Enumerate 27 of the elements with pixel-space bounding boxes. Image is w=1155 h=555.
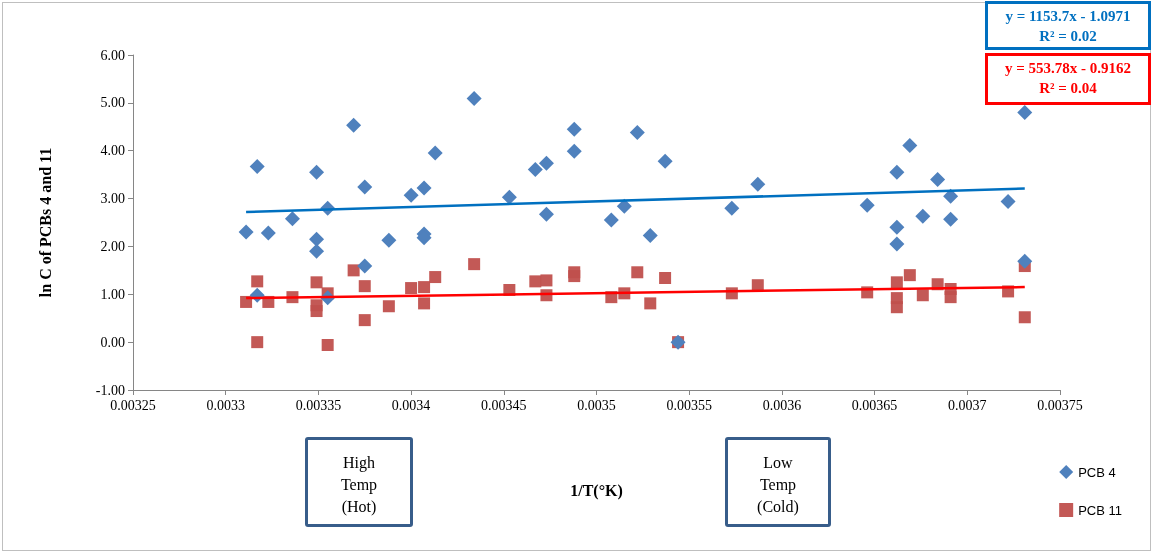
x-tick-label: 0.00365 [851, 397, 898, 413]
y-tick-label: 2.00 [100, 238, 125, 254]
y-tick-label: 6.00 [100, 47, 125, 63]
x-axis-title: 1/T(°K) [570, 481, 623, 500]
y-tick-label: 4.00 [100, 143, 125, 159]
legend-label: PCB 4 [1078, 464, 1116, 480]
x-tick-label: 0.00345 [481, 397, 527, 413]
x-tick-label: 0.00355 [666, 397, 712, 413]
text: Low Temp (Cold) [725, 437, 831, 527]
x-tick-label: 0.0033 [206, 397, 245, 413]
legend-label: PCB 11 [1078, 502, 1123, 518]
y-tick-label: 0.00 [100, 334, 125, 350]
x-tick-label: 0.0037 [948, 397, 987, 413]
x-tick-label: 0.0035 [577, 397, 616, 413]
annotation: y = 553.78x - 0.9162 R² = 0.04 [985, 53, 1151, 105]
text: y = 1153.7x - 1.0971 R² = 0.02 [985, 1, 1151, 50]
y-tick-label: -1.00 [95, 382, 125, 398]
y-tick-label: 1.00 [100, 286, 125, 302]
x-tick-label: 0.00335 [295, 397, 342, 413]
y-tick-label: 5.00 [100, 95, 125, 111]
x-tick-label: 0.00325 [110, 397, 156, 413]
y-tick-label: 3.00 [100, 191, 125, 207]
x-tick-label: 0.0034 [391, 397, 431, 413]
x-tick-label: 0.00375 [1037, 397, 1083, 413]
y-axis-title: ln C of PCBs 4 and 11 [36, 147, 54, 298]
x-tick-label: 0.0036 [762, 397, 802, 413]
text: High Temp (Hot) [305, 437, 413, 527]
